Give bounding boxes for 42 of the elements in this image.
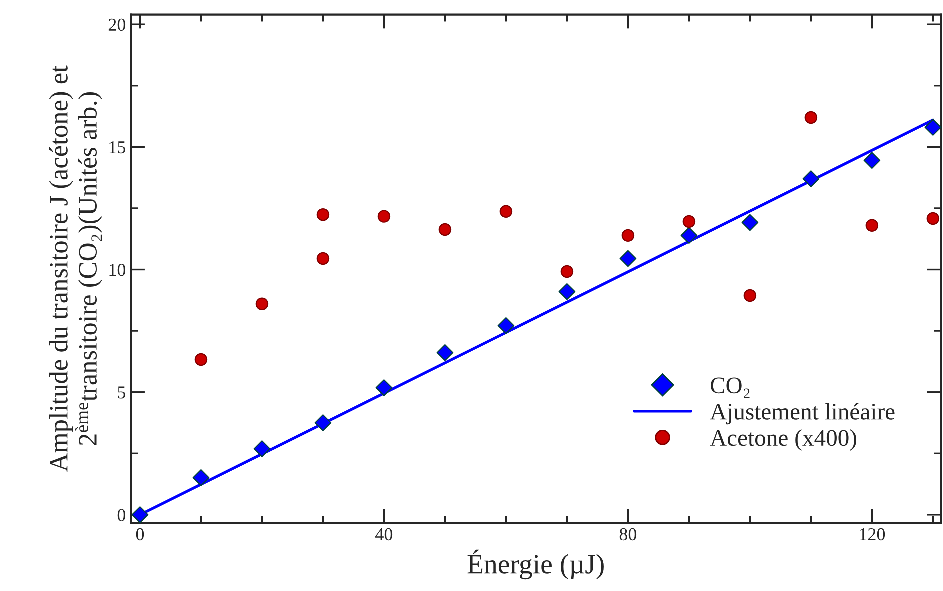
point xyxy=(256,298,269,310)
point xyxy=(378,210,391,223)
point xyxy=(804,111,818,124)
y-tick-label: 0 xyxy=(118,509,126,522)
point xyxy=(926,212,940,226)
y-tick-label: 10 xyxy=(110,264,126,276)
y-tick-label: 5 xyxy=(118,386,126,399)
point xyxy=(742,214,759,232)
point xyxy=(500,205,513,218)
point xyxy=(314,414,332,432)
point xyxy=(194,353,208,366)
y-tick-label: 15 xyxy=(110,142,126,154)
point xyxy=(498,318,515,334)
y-axis-title: Amplitude du transitoire J (acétone) et 2$^{ème}$transitoire (CO₂)(Unités arb.) xyxy=(49,66,102,472)
x-tick-label: 40 xyxy=(376,528,393,541)
point xyxy=(802,170,820,188)
point xyxy=(438,223,452,236)
y-tick-label: 20 xyxy=(108,18,126,32)
point xyxy=(132,506,149,524)
point xyxy=(622,229,635,242)
point xyxy=(680,227,698,244)
point xyxy=(864,152,881,170)
legend-label: CO₂ xyxy=(710,378,750,398)
x-tick-label: 80 xyxy=(620,528,637,541)
point xyxy=(866,219,879,232)
point xyxy=(744,289,757,302)
point xyxy=(558,283,576,300)
point xyxy=(924,119,942,136)
point xyxy=(620,250,637,268)
point xyxy=(376,380,393,396)
legend-label: Acetone (x400) xyxy=(710,430,856,451)
point xyxy=(560,265,574,278)
point xyxy=(316,252,330,266)
x-tick-label: 0 xyxy=(136,528,144,541)
x-axis-title: Énergie (µJ) xyxy=(468,550,604,580)
point xyxy=(192,470,210,486)
point xyxy=(682,215,696,228)
x-tick-label: 120 xyxy=(860,528,886,541)
point xyxy=(436,344,454,362)
point xyxy=(316,208,330,222)
point xyxy=(254,440,271,458)
legend-label: Ajustement linéaire xyxy=(710,403,895,425)
